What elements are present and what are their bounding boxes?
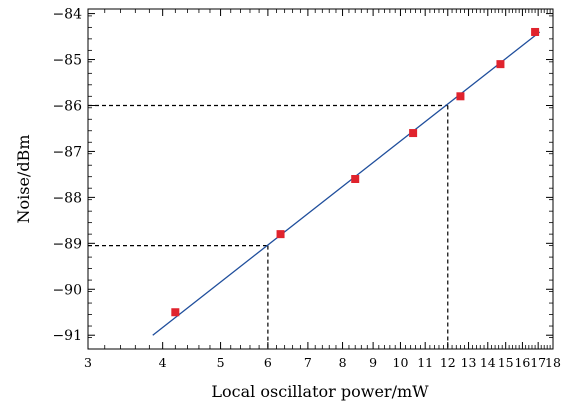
y-tick-label: −85 bbox=[52, 53, 82, 69]
y-tick-label: −84 bbox=[52, 7, 82, 23]
x-tick-label: 14 bbox=[480, 355, 496, 370]
x-tick-label: 16 bbox=[514, 355, 530, 370]
x-tick-label: 4 bbox=[159, 355, 167, 370]
y-tick-label: −88 bbox=[52, 190, 82, 206]
data-point bbox=[171, 308, 180, 317]
plot-frame bbox=[87, 8, 554, 350]
data-points bbox=[171, 27, 540, 317]
y-axis-ticks: −91 −90 −89 −88 −87 −86 −85 −84 bbox=[52, 7, 553, 350]
y-axis-title: Noise/dBm bbox=[14, 135, 33, 224]
x-tick-label: 6 bbox=[264, 355, 272, 370]
data-point bbox=[276, 230, 285, 239]
x-tick-label: 5 bbox=[217, 355, 225, 370]
x-tick-label: 3 bbox=[84, 355, 92, 370]
x-tick-label: 15 bbox=[498, 355, 514, 370]
data-point bbox=[496, 60, 505, 69]
x-tick-label: 9 bbox=[369, 355, 377, 370]
x-tick-label: 12 bbox=[440, 355, 456, 370]
y-tick-label: −91 bbox=[52, 328, 82, 344]
x-tick-label: 10 bbox=[393, 355, 409, 370]
x-tick-label: 13 bbox=[461, 355, 477, 370]
data-point bbox=[456, 92, 465, 101]
fit-line bbox=[152, 31, 541, 336]
data-point bbox=[409, 129, 418, 138]
x-axis-title: Local oscillator power/mW bbox=[211, 382, 429, 401]
y-tick-label: −86 bbox=[52, 98, 82, 114]
guide-lines bbox=[88, 104, 449, 349]
x-tick-label: 8 bbox=[339, 355, 347, 370]
y-tick-label: −90 bbox=[52, 282, 82, 298]
fit-line-group bbox=[152, 31, 541, 336]
x-tick-label: 17 bbox=[530, 355, 546, 370]
y-tick-label: −89 bbox=[52, 236, 82, 252]
x-tick-label: 7 bbox=[304, 355, 312, 370]
y-tick-label: −87 bbox=[52, 144, 82, 160]
x-tick-label: 11 bbox=[417, 355, 433, 370]
data-point bbox=[531, 27, 540, 36]
x-tick-label: 18 bbox=[545, 355, 561, 370]
data-point bbox=[351, 175, 360, 183]
